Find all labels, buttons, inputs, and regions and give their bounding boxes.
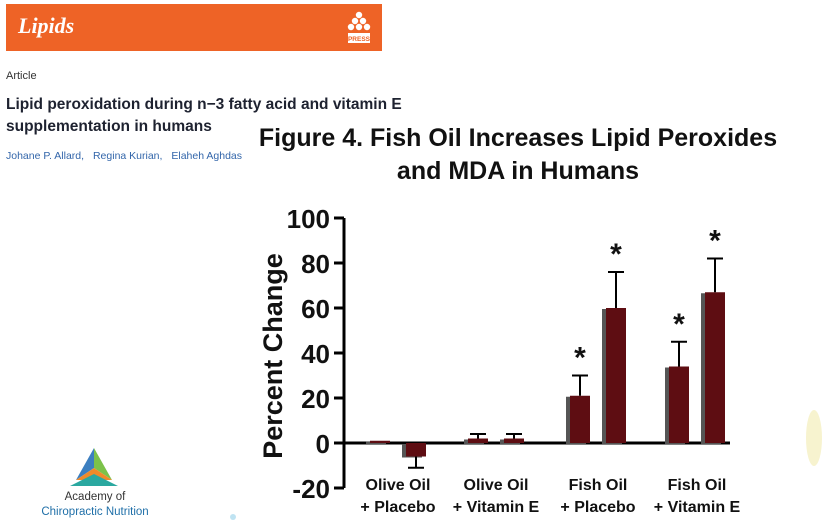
significance-marker: * bbox=[610, 238, 622, 271]
x-category-label-line2: + Placebo bbox=[560, 499, 635, 516]
article-title-line2: supplementation in humans bbox=[6, 118, 212, 135]
academy-name-line2: Chiropractic Nutrition bbox=[41, 506, 149, 518]
decorative-glow bbox=[806, 410, 822, 466]
y-tick-label: 20 bbox=[301, 384, 330, 414]
significance-marker: * bbox=[709, 225, 721, 258]
x-category-label-line1: Fish Oil bbox=[668, 477, 727, 494]
author-link[interactable]: Elaheh Aghdas bbox=[171, 150, 243, 162]
bar bbox=[370, 440, 390, 443]
journal-brand: Lipids bbox=[18, 13, 75, 38]
x-category-label-line2: + Placebo bbox=[360, 499, 435, 516]
x-category-label-line1: Olive Oil bbox=[366, 477, 431, 494]
academy-name: Academy of Chiropractic Nutrition bbox=[20, 490, 170, 520]
bar bbox=[468, 438, 488, 443]
author-link[interactable]: Johane P. Allard, bbox=[6, 150, 85, 162]
figure-title: Figure 4. Fish Oil Increases Lipid Perox… bbox=[248, 122, 788, 188]
bar bbox=[504, 438, 524, 443]
academy-name-line1: Academy of bbox=[64, 491, 126, 503]
journal-banner: Lipids PRESS bbox=[6, 4, 382, 51]
y-tick-label: 100 bbox=[287, 204, 330, 234]
article-title[interactable]: Lipid peroxidation during n−3 fatty acid… bbox=[6, 94, 456, 138]
decorative-dot bbox=[230, 514, 236, 520]
y-tick-label: 60 bbox=[301, 294, 330, 324]
significance-marker: * bbox=[673, 308, 685, 341]
author-link[interactable]: Regina Kurian, bbox=[92, 150, 163, 162]
y-tick-label: 80 bbox=[301, 249, 330, 279]
x-category-label-line2: + Vitamin E bbox=[654, 499, 741, 516]
y-tick-label: 0 bbox=[316, 429, 330, 459]
academy-logo-icon bbox=[70, 448, 118, 486]
bar bbox=[406, 443, 426, 457]
x-category-label-line1: Olive Oil bbox=[464, 477, 529, 494]
bar bbox=[669, 366, 689, 443]
figure-title-line1: Figure 4. Fish Oil Increases Lipid Perox… bbox=[258, 124, 778, 152]
x-category-label-line1: Fish Oil bbox=[569, 477, 628, 494]
bar bbox=[570, 395, 590, 443]
bar bbox=[606, 308, 626, 443]
y-tick-label: 40 bbox=[301, 339, 330, 369]
article-type-label: Article bbox=[6, 70, 37, 82]
svg-text:PRESS: PRESS bbox=[348, 36, 371, 43]
figure-title-line2: and MDA in Humans bbox=[396, 157, 640, 185]
bar bbox=[705, 292, 725, 443]
author-list: Johane P. Allard, Regina Kurian, Elaheh … bbox=[6, 150, 256, 162]
y-axis-label: Percent Change bbox=[258, 253, 288, 459]
y-tick-label: -20 bbox=[292, 474, 330, 504]
x-category-label-line2: + Vitamin E bbox=[453, 499, 540, 516]
significance-marker: * bbox=[574, 342, 586, 375]
aocs-press-logo: PRESS bbox=[347, 11, 371, 43]
article-title-line1: Lipid peroxidation during n−3 fatty acid… bbox=[6, 96, 402, 113]
